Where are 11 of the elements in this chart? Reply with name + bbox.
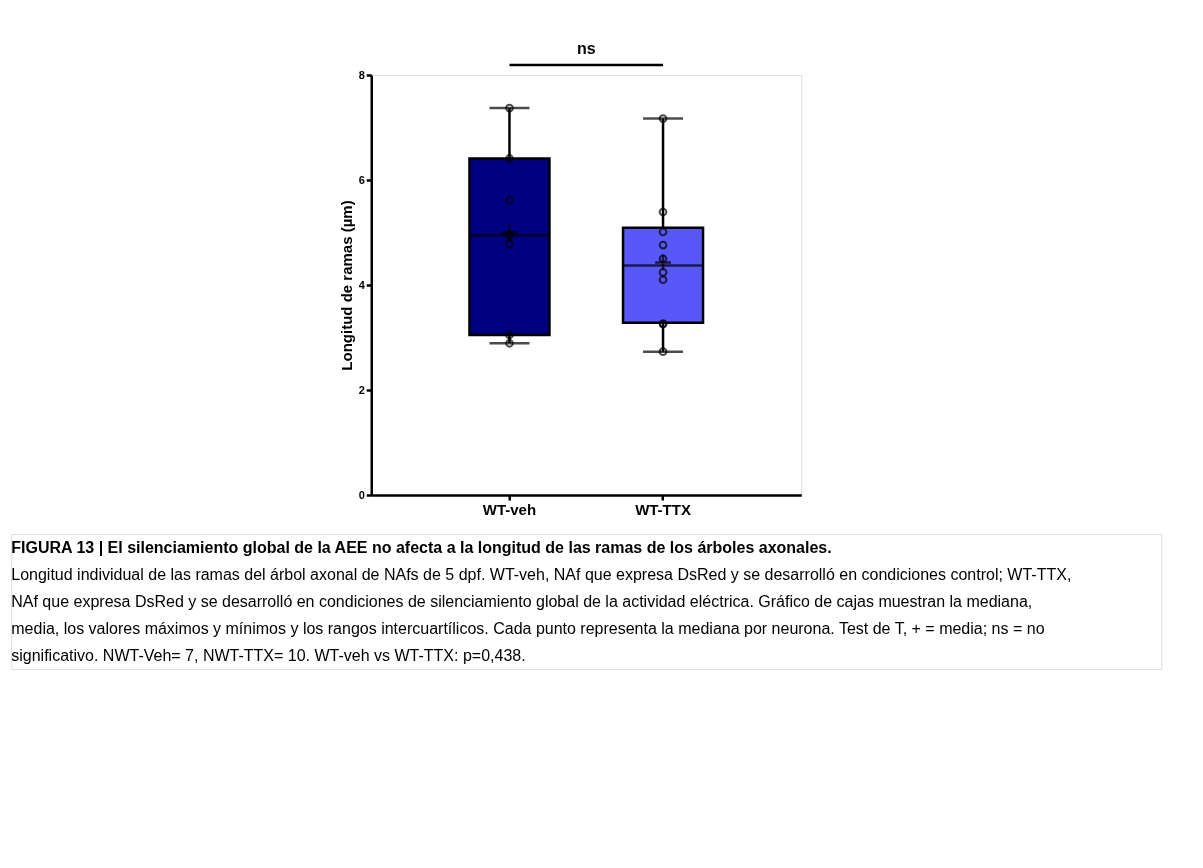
y-tick-label: 4	[358, 278, 366, 291]
y-tick-label: 6	[358, 173, 365, 186]
x-tick-label: WT-TTX	[635, 500, 691, 518]
y-axis-title: Longitud de ramas (µm)	[337, 200, 355, 371]
text: Longitud individual de las ramas del árbol axonal de NAfs de 5 dpf. WT-veh, NAf que expresa DsRed y se desarrolló en condiciones control; WT-TTX, NAf que expresa DsRed y se desarrolló en condiciones de silenciamiento global de la actividad eléctrica. Gráfico de cajas muestran la mediana, media, los valores máximos y mínimos y los rangos intercuartílicos. Cada punto representa la mediana por neurona. Test de T, + = media; ns = no significativo. NWT-Veh= 7, NWT-TTX= 10. WT-veh vs WT-TTX: p=0,438.	[11, 565, 1072, 664]
text: FIGURA 13 | El silenciamiento global de la AEE no afecta a la longitud de las ramas de los árboles axonales.	[11, 538, 832, 556]
x-tick-label: WT-veh	[482, 500, 537, 518]
y-tick-label: 8	[358, 68, 365, 81]
y-tick-label: 2	[358, 383, 365, 396]
y-tick-label: 0	[358, 488, 365, 501]
text: ns	[576, 40, 596, 57]
